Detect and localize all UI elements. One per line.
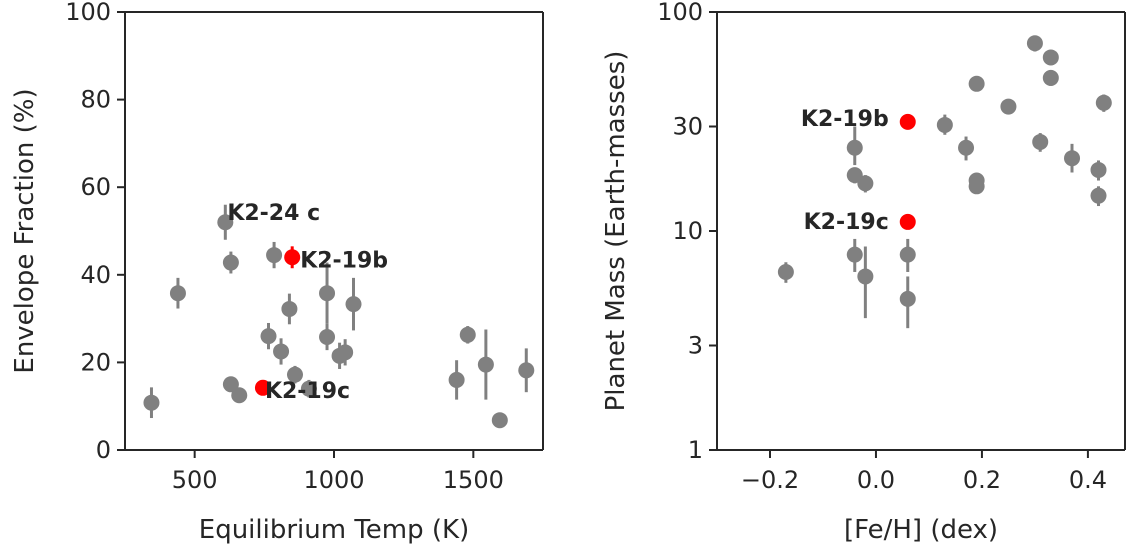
y-tick-label: 10 — [672, 217, 703, 245]
x-axis-title: Equilibrium Temp (K) — [199, 515, 469, 545]
y-tick-label: 20 — [80, 348, 111, 376]
data-point — [1026, 35, 1043, 52]
data-point — [1095, 94, 1112, 111]
data-point — [1032, 133, 1049, 150]
data-point — [1090, 161, 1107, 178]
data-point — [936, 116, 953, 133]
data-point — [968, 75, 985, 92]
data-point — [1090, 187, 1107, 204]
y-axis-title: Envelope Fraction (%) — [10, 88, 40, 373]
data-points — [777, 35, 1112, 307]
data-point — [222, 376, 239, 393]
y-axis-title: Planet Mass (Earth-masses) — [601, 51, 631, 412]
data-point — [143, 394, 160, 411]
data-point — [459, 326, 476, 343]
annotation-label: K2-24 c — [227, 201, 320, 226]
data-point — [857, 268, 874, 285]
annotations: K2-19b K2-19c — [801, 107, 889, 235]
data-point — [777, 263, 794, 280]
data-point — [477, 356, 494, 373]
data-point — [222, 254, 239, 271]
highlighted-point — [899, 213, 916, 230]
data-point — [266, 247, 283, 264]
x-axis-title: [Fe/H] (dex) — [844, 515, 998, 545]
y-tick-label: 100 — [657, 0, 703, 26]
highlighted-point — [284, 249, 301, 266]
data-point — [273, 343, 290, 360]
y-tick-label: 100 — [65, 0, 111, 26]
y-tick-label: 30 — [672, 113, 703, 141]
x-tick-label: −0.2 — [741, 466, 799, 494]
x-tick-label: 1000 — [303, 466, 364, 494]
annotation-label: K2-19b — [801, 107, 889, 132]
axis-ticks: −0.2 0.0 0.2 0.4 1 3 10 30 100 — [657, 0, 1107, 494]
data-point — [319, 285, 336, 302]
y-tick-label: 60 — [80, 173, 111, 201]
y-tick-label: 1 — [688, 436, 703, 464]
annotation-label: K2-19b — [300, 248, 388, 273]
axis-ticks: 500 1000 1500 0 20 40 60 80 100 — [65, 0, 504, 494]
data-point — [518, 362, 535, 379]
data-point — [1000, 98, 1017, 115]
data-point — [260, 328, 277, 345]
data-point — [968, 178, 985, 195]
data-point — [1042, 69, 1059, 86]
chart-panel-planet-mass: −0.2 0.0 0.2 0.4 1 3 10 30 100 K2-19b K2-19c [Fe/… — [601, 0, 1126, 545]
x-tick-label: 500 — [172, 466, 218, 494]
x-tick-label: 1500 — [443, 466, 504, 494]
data-point — [319, 328, 336, 345]
data-point — [337, 344, 354, 361]
data-point — [958, 139, 975, 156]
x-tick-label: 0.0 — [857, 466, 895, 494]
y-tick-label: 80 — [80, 86, 111, 114]
data-point — [345, 296, 362, 313]
data-point — [899, 290, 916, 307]
data-point — [1042, 49, 1059, 66]
data-point — [1064, 150, 1081, 167]
annotation-label: K2-19c — [804, 210, 889, 235]
annotations: K2-24 c K2-19b K2-19c — [227, 201, 388, 404]
annotation-label: K2-19c — [265, 379, 350, 404]
y-tick-label: 3 — [688, 332, 703, 360]
y-tick-label: 0 — [96, 436, 111, 464]
data-point — [857, 175, 874, 192]
data-point — [491, 412, 508, 429]
data-point — [846, 246, 863, 263]
highlighted-point — [254, 379, 271, 396]
data-point — [286, 366, 303, 383]
x-tick-label: 0.4 — [1069, 466, 1107, 494]
y-tick-label: 40 — [80, 261, 111, 289]
x-tick-label: 0.2 — [963, 466, 1001, 494]
data-point — [231, 387, 248, 404]
highlighted-point — [899, 113, 916, 130]
data-point — [448, 371, 465, 388]
data-point — [169, 285, 186, 302]
data-point — [899, 246, 916, 263]
data-point — [300, 380, 317, 397]
data-point — [846, 139, 863, 156]
data-point — [217, 214, 234, 231]
data-points — [143, 214, 535, 429]
data-point — [281, 300, 298, 317]
